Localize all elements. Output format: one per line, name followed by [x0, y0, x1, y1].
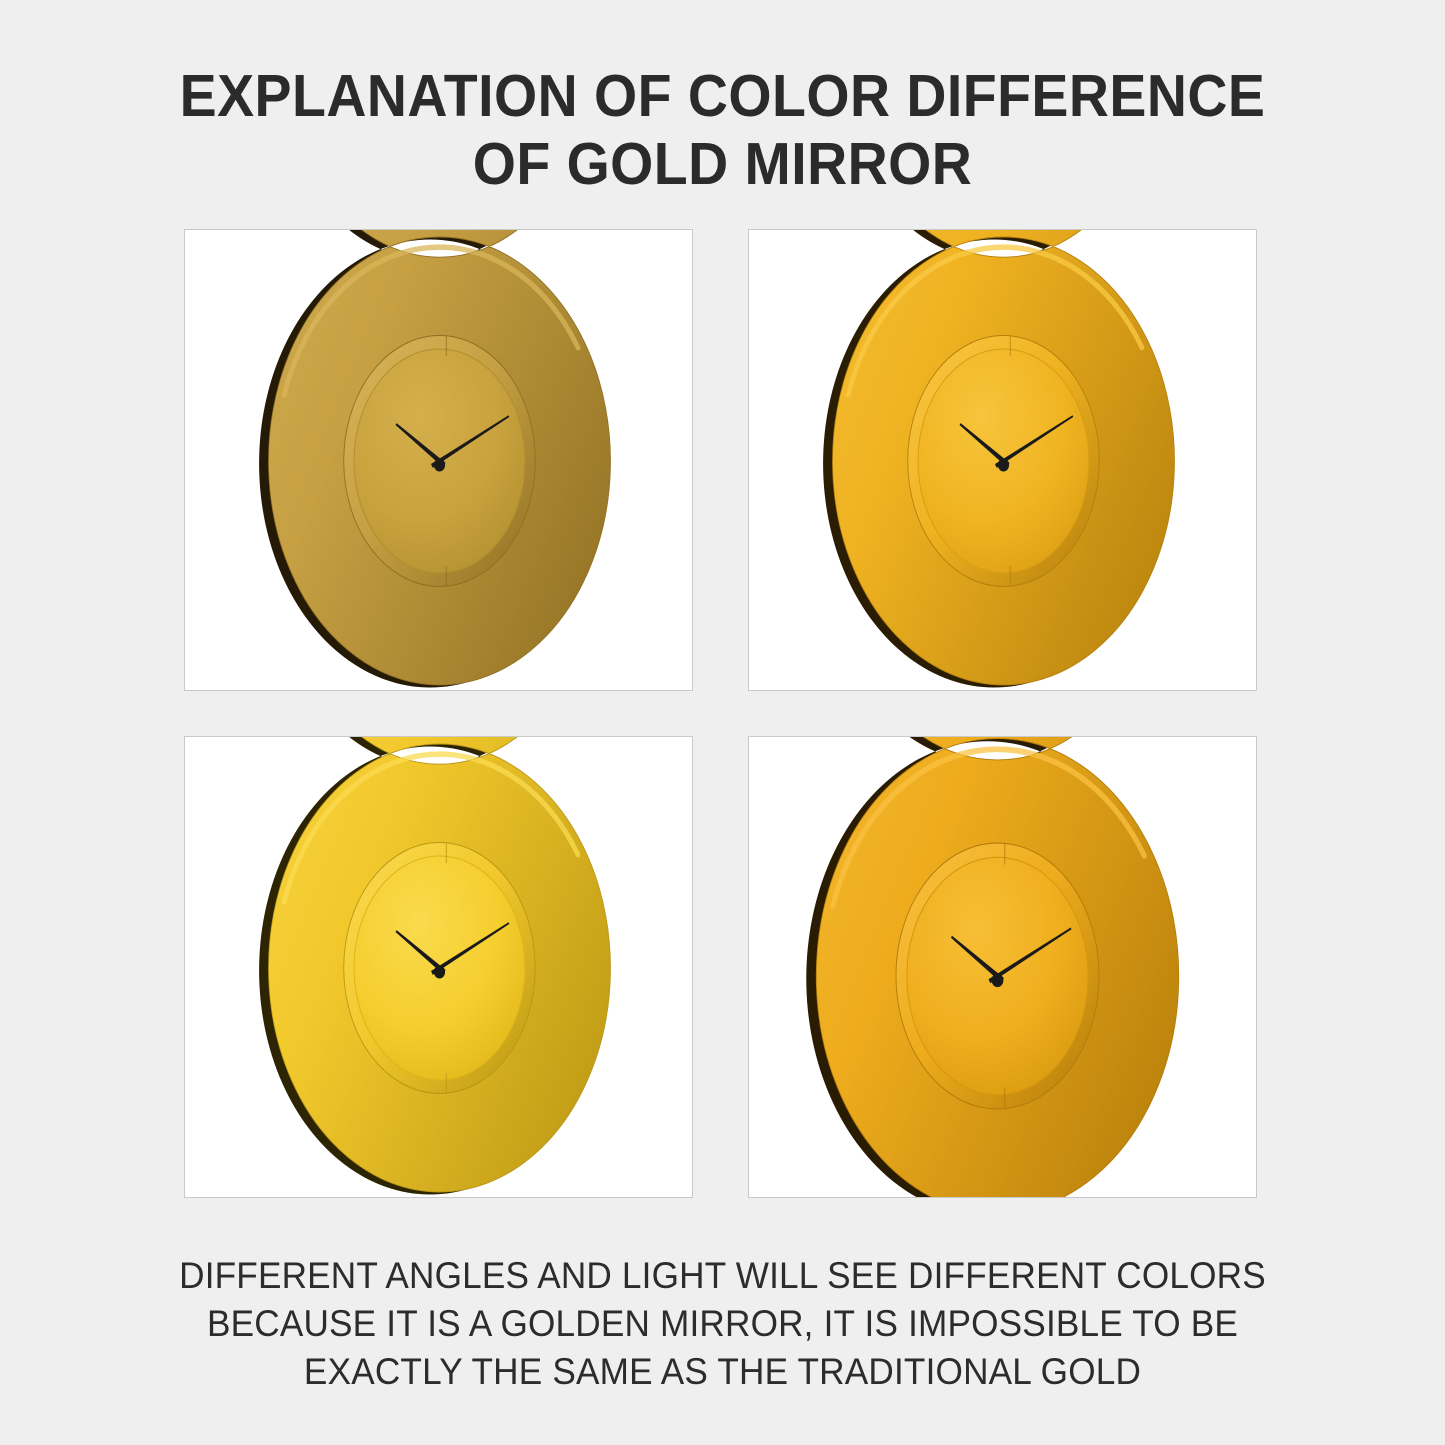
ring-highlight	[830, 746, 1147, 909]
minute-hand	[431, 415, 510, 468]
hands-hub	[997, 458, 1010, 472]
page-title: EXPLANATION OF COLOR DIFFERENCE OF GOLD …	[179, 63, 1266, 197]
ring-highlight	[845, 244, 1145, 398]
ring-highlight	[281, 751, 581, 905]
hands-hub	[433, 458, 446, 472]
minute-hand	[988, 927, 1072, 984]
clock-image-grid	[184, 229, 1261, 1201]
hands-hub	[433, 965, 446, 979]
minute-hand	[431, 922, 510, 975]
clock-panel-bottom-left	[184, 736, 693, 1198]
clock-hands	[395, 415, 510, 472]
hour-hand	[395, 930, 446, 975]
clock-hands	[950, 927, 1072, 988]
clock-panel-top-left	[184, 229, 693, 691]
hour-hand	[395, 423, 446, 468]
clock-illustration-panel-top-left	[259, 230, 611, 688]
hour-hand	[959, 423, 1010, 468]
page-caption: DIFFERENT ANGLES AND LIGHT WILL SEE DIFF…	[179, 1255, 1266, 1392]
clock-illustration-panel-top-right	[823, 230, 1175, 688]
ring-highlight	[281, 244, 581, 398]
clock-panel-bottom-right	[748, 736, 1257, 1198]
minute-hand	[995, 415, 1074, 468]
clock-hands	[395, 922, 510, 979]
hour-hand	[950, 935, 1004, 983]
clock-illustration-panel-bottom-left	[259, 737, 611, 1195]
clock-panel-top-right	[748, 229, 1257, 691]
clock-hands	[959, 415, 1074, 472]
hands-hub	[991, 973, 1004, 988]
clock-illustration-panel-bottom-right	[806, 737, 1180, 1197]
